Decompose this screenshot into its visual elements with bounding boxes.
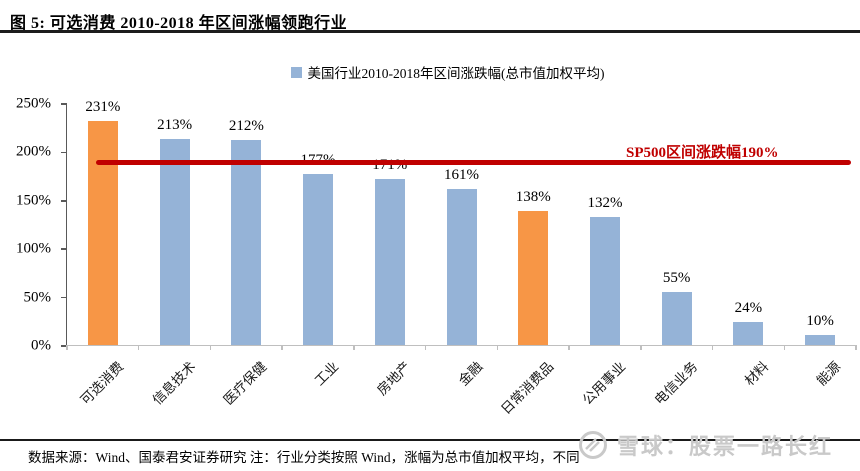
x-axis-tick-mark [424,345,427,350]
bar-value-label: 132% [587,195,623,212]
chart-legend: 美国行业2010-2018年区间涨跌幅(总市值加权平均) [0,62,860,82]
x-axis-tick-mark [353,345,355,350]
y-axis-tick-label: 100% [16,240,51,257]
x-axis-label: 公用事业 [579,358,629,408]
bar-公用事业 [589,217,620,345]
x-axis-label: 日常消费品 [498,358,557,418]
y-axis-tick-label: 200% [16,143,51,160]
bar-信息技术 [159,138,190,345]
bar-value-label: 55% [662,269,691,286]
x-axis-label: 能源 [813,358,844,389]
bar-日常消费品 [518,211,549,345]
x-axis-label: 医疗保健 [220,358,270,408]
x-axis-label: 材料 [742,358,772,389]
x-axis-tick-mark [640,345,642,350]
watermark: 雪球：股票一路长红 [578,429,833,461]
x-axis-tick-mark [568,345,570,350]
x-axis-label: 工业 [311,358,342,389]
x-axis-tick-mark [209,345,212,350]
x-axis-label: 信息技术 [149,358,199,408]
bar-value-label: 231% [85,99,121,116]
bar-金融 [446,189,477,345]
y-axis-tick-mark [61,200,67,202]
bar-材料 [733,321,764,345]
y-axis-tick-label: 0% [31,337,51,354]
x-axis-tick-mark [855,345,857,350]
y-axis-tick-mark [61,296,67,299]
x-axis-tick-mark [137,345,140,350]
x-axis-tick-mark [281,345,283,350]
y-axis-tick-mark [61,345,67,347]
y-axis-tick-mark [61,248,67,250]
bar-工业 [303,173,334,345]
y-axis-tick-mark [61,103,67,105]
sp500-line-label: SP500区间涨跌幅190% [626,145,779,162]
bar-value-label: 24% [734,299,763,316]
legend-swatch-icon [290,66,302,78]
plot-area: 0% 50% 100% 150% 200% 250% 231% 可选消费 213% 信息技术 212… [16,96,857,417]
bar-电信业务 [661,291,692,345]
bar-value-label: 212% [228,117,264,134]
bar-医疗保健 [231,139,262,345]
x-axis-tick-mark [66,345,68,350]
y-axis-tick-label: 50% [23,289,52,306]
x-axis-label: 可选消费 [77,358,127,408]
bar-chart: 0% 50% 100% 150% 200% 250% 231% 可选消费 213% 信息技术 212… [0,94,860,434]
bar-可选消费 [87,121,118,345]
bar-value-label: 161% [444,167,479,184]
sp500-reference-line [96,159,851,165]
bar-value-label: 213% [157,116,193,133]
x-axis-tick-mark [496,345,499,350]
x-axis-tick-mark [711,345,714,350]
x-axis-label: 电信业务 [651,358,701,408]
source-note: 数据来源：Wind、国泰君安证券研究 注：行业分类按照 Wind，涨幅为总市值加… [0,439,860,466]
x-axis-label: 金融 [455,358,485,389]
bar-房地产 [374,179,405,345]
page-title: 图 5: 可选消费 2010-2018 年区间涨幅领跑行业 [0,0,860,33]
bar-能源 [805,335,836,345]
bar-value-label: 138% [515,189,551,206]
x-axis-tick-mark [783,345,786,350]
legend-label: 美国行业2010-2018年区间涨跌幅(总市值加权平均) [307,66,605,81]
watermark-text: 雪球：股票一路长红 [617,434,834,459]
xueqiu-logo-icon [579,431,607,459]
bar-value-label: 10% [806,313,834,330]
x-axis-label: 房地产 [373,358,414,399]
y-axis-tick-mark [61,151,67,154]
y-axis-tick-label: 150% [16,192,51,209]
y-axis-tick-label: 250% [16,95,51,112]
